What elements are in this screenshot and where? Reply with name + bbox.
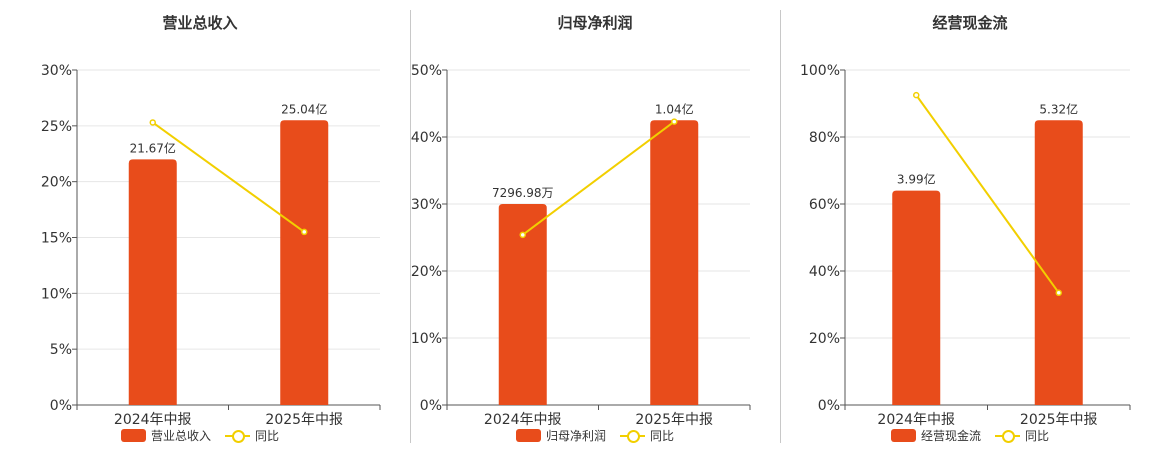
bar [650, 120, 699, 405]
legend-line-label: 同比 [650, 429, 675, 443]
legend-item-line[interactable]: 同比 [995, 427, 1049, 444]
y-tick-label: 40% [411, 130, 442, 146]
yoy-point [149, 119, 156, 126]
bar-data-label: 1.04亿 [655, 101, 694, 116]
chart-legend: 归母净利润 同比 [410, 427, 780, 444]
legend-bar-label: 经营现金流 [920, 429, 981, 443]
y-tick-label: 20% [809, 331, 840, 347]
bar-data-label: 21.67亿 [130, 140, 176, 155]
chart-legend: 经营现金流 同比 [780, 427, 1160, 444]
y-tick-label: 0% [50, 398, 72, 414]
bar [892, 190, 941, 405]
y-tick-label: 50% [411, 63, 442, 79]
bar-data-label: 5.32亿 [1039, 101, 1078, 116]
legend-item-bar[interactable]: 经营现金流 [890, 427, 981, 444]
bar-data-label: 3.99亿 [897, 172, 936, 187]
y-tick-label: 20% [411, 264, 442, 280]
y-tick-label: 10% [411, 331, 442, 347]
x-tick-label: 2024年中报 [484, 412, 562, 428]
legend-line-swatch [995, 429, 1020, 443]
bar [280, 120, 329, 405]
yoy-point [1055, 289, 1062, 297]
y-tick-label: 30% [411, 197, 442, 213]
yoy-point [913, 91, 920, 99]
yoy-line [522, 120, 675, 236]
legend-bar-label: 营业总收入 [150, 429, 211, 443]
legend-bar-label: 归母净利润 [545, 429, 606, 443]
y-tick-label: 20% [41, 175, 72, 191]
bar-data-label: 7296.98万 [492, 186, 554, 200]
chart-plot: 0% 10% 20% 30% 40% 50% 7296.98万 1.04亿 2024年中报 202… [411, 63, 751, 428]
x-tick-label: 2024年中报 [114, 412, 192, 428]
y-tick-label: 5% [50, 342, 72, 358]
chart-legend: 营业总收入 同比 [0, 427, 400, 444]
x-tick-label: 2024年中报 [877, 412, 955, 428]
legend-line-label: 同比 [255, 429, 280, 443]
legend-item-bar[interactable]: 归母净利润 [515, 427, 606, 444]
chart-panel-cash-flow: 经营现金流 0% 20% 40% 60% 80% 100% 3.99亿 5.32亿 2024年中… [780, 0, 1160, 450]
legend-bar-swatch [890, 429, 916, 442]
chart-title: 经营现金流 [932, 14, 1008, 32]
yoy-point [671, 118, 678, 125]
bar [128, 159, 177, 405]
bar [1034, 120, 1083, 405]
chart-title: 营业总收入 [162, 14, 238, 32]
y-tick-label: 30% [41, 63, 72, 79]
legend-line-swatch [225, 429, 250, 443]
y-tick-label: 80% [809, 130, 840, 146]
legend-item-line[interactable]: 同比 [620, 427, 674, 444]
yoy-point [301, 228, 308, 236]
legend-bar-swatch [120, 429, 146, 442]
chart-panel-revenue: 营业总收入 0% 5% 10% 15% 20% 25% 30% 21.67亿 25.04亿 202… [0, 0, 400, 450]
x-tick-label: 2025年中报 [635, 412, 713, 428]
legend-bar-swatch [515, 429, 541, 442]
bar [498, 204, 547, 405]
chart-plot: 0% 20% 40% 60% 80% 100% 3.99亿 5.32亿 2024年中报 2025年… [800, 63, 1131, 428]
y-tick-label: 100% [800, 63, 840, 79]
bar-data-label: 25.04亿 [281, 101, 327, 116]
y-tick-label: 40% [809, 264, 840, 280]
y-tick-label: 10% [41, 286, 72, 302]
y-tick-label: 25% [41, 119, 72, 135]
panel-divider [410, 10, 411, 443]
legend-item-line[interactable]: 同比 [225, 427, 279, 444]
yoy-line [152, 121, 305, 233]
x-tick-label: 2025年中报 [265, 412, 343, 428]
legend-item-bar[interactable]: 营业总收入 [120, 427, 211, 444]
x-tick-label: 2025年中报 [1020, 412, 1098, 428]
y-tick-label: 60% [809, 197, 840, 213]
chart-panel-net-profit: 归母净利润 0% 10% 20% 30% 40% 50% 7296.98万 1.04亿 2024… [410, 0, 780, 450]
yoy-point [519, 231, 526, 239]
chart-plot: 0% 5% 10% 15% 20% 25% 30% 21.67亿 25.04亿 2024年中报 20… [41, 63, 381, 428]
yoy-line [915, 94, 1060, 294]
legend-line-label: 同比 [1025, 429, 1050, 443]
legend-line-swatch [620, 429, 645, 443]
y-tick-label: 15% [41, 231, 72, 247]
y-tick-label: 0% [420, 398, 442, 414]
chart-title: 归母净利润 [557, 14, 633, 32]
panel-divider [780, 10, 781, 443]
y-tick-label: 0% [818, 398, 840, 414]
